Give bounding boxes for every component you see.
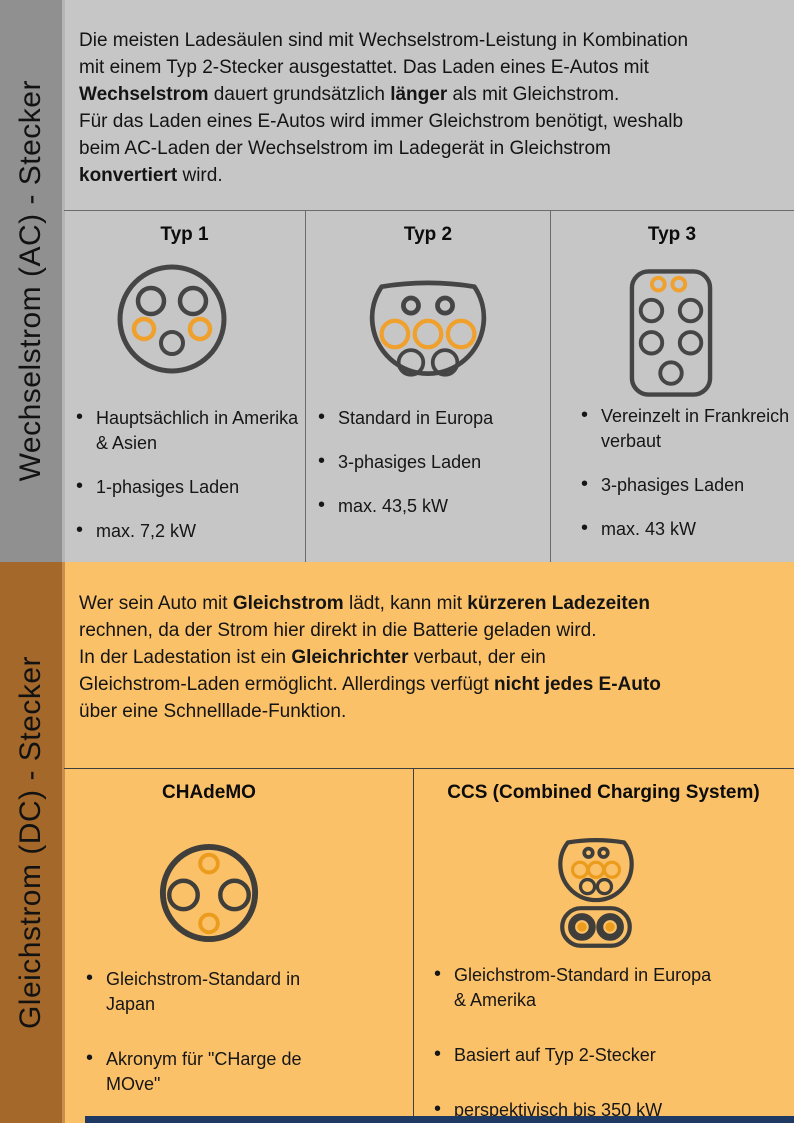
chademo-bullets: Gleichstrom-Standard in Japan Akronym für… <box>84 966 354 1123</box>
text-line: über eine Schnelllade-Funktion. <box>79 701 347 722</box>
typ1-bullets: Hauptsächlich in Amerika & Asien 1-phasig… <box>74 405 299 563</box>
bullet-item: Gleichstrom-Standard in Japan <box>84 966 354 1017</box>
bullet-item: 1-phasiges Laden <box>74 474 299 500</box>
ac-sidebar-label: Wechselstrom (AC) - Stecker <box>14 80 47 482</box>
bullet-item: Gleichstrom-Standard in Europa & Amerika <box>432 962 722 1013</box>
bullet-item: Hauptsächlich in Amerika & Asien <box>74 405 299 456</box>
ac-section: Wechselstrom (AC) - Stecker Die meisten … <box>0 0 794 562</box>
ac-connector-table: Typ 1 Hauptsächlich in Amerika & Asien 1-… <box>64 210 794 563</box>
text-line: In der Ladestation ist ein Gleichrichter… <box>79 647 546 668</box>
typ2-title: Typ 2 <box>403 224 453 245</box>
bullet-item: Standard in Europa <box>316 405 546 431</box>
bullet-item: Vereinzelt in Frankreich verbaut <box>579 403 794 454</box>
typ2-connector-icon <box>369 280 487 377</box>
bullet-item: perspektivisch bis 350 kW <box>432 1097 722 1123</box>
text-line: beim AC-Laden der Wechselstrom im Ladege… <box>79 138 611 159</box>
dc-sidebar: Gleichstrom (DC) - Stecker <box>0 562 65 1123</box>
text-line: Für das Laden eines E-Autos wird immer G… <box>79 111 684 132</box>
chademo-connector-icon <box>159 843 259 943</box>
chademo-column: CHAdeMO Gleichstrom-Standard in Japan Akr… <box>64 769 413 1123</box>
dc-intro-text: Wer sein Auto mit Gleichstrom lädt, kann… <box>79 590 787 725</box>
ccs-bullets: Gleichstrom-Standard in Europa & Amerika… <box>432 962 722 1123</box>
typ1-title: Typ 1 <box>160 224 209 245</box>
text-line: konvertiert wird. <box>79 165 223 186</box>
ac-intro-text: Die meisten Ladesäulen sind mit Wechsels… <box>79 27 787 189</box>
bullet-item: Akronym für "CHarge de MOve" <box>84 1046 354 1097</box>
bullet-item: max. 43 kW <box>579 516 794 542</box>
dc-sidebar-label: Gleichstrom (DC) - Stecker <box>14 655 47 1030</box>
typ3-title: Typ 3 <box>647 224 697 245</box>
footer-accent-bar <box>85 1116 794 1123</box>
typ3-column: Typ 3 Vereinzelt in Frankreich verbaut 3-… <box>550 211 793 563</box>
text-line: rechnen, da der Strom hier direkt in die… <box>79 620 597 641</box>
bullet-item: Basiert auf Typ 2-Stecker <box>432 1042 722 1068</box>
bullet-item: 3-phasiges Laden <box>316 449 546 475</box>
bullet-item: max. 7,2 kW <box>74 518 299 544</box>
typ2-column: Typ 2 Standard in Europa 3-phasiges Laden… <box>305 211 550 563</box>
dc-connector-table: CHAdeMO Gleichstrom-Standard in Japan Akr… <box>64 768 794 1123</box>
typ3-connector-icon <box>629 269 713 397</box>
typ2-bullets: Standard in Europa 3-phasiges Laden max. 4… <box>316 405 546 538</box>
text-line: Die meisten Ladesäulen sind mit Wechsels… <box>79 30 689 51</box>
typ3-bullets: Vereinzelt in Frankreich verbaut 3-phasig… <box>579 403 794 561</box>
ac-sidebar: Wechselstrom (AC) - Stecker <box>0 0 65 562</box>
dc-section: Gleichstrom (DC) - Stecker Wer sein Auto… <box>0 562 794 1123</box>
text-line: Wechselstrom dauert grundsätzlich länger… <box>79 84 620 105</box>
text-line: mit einem Typ 2-Stecker ausgestattet. Da… <box>79 57 649 78</box>
chademo-title: CHAdeMO <box>162 782 256 803</box>
text-line: Wer sein Auto mit Gleichstrom lädt, kann… <box>79 593 650 614</box>
typ1-column: Typ 1 Hauptsächlich in Amerika & Asien 1-… <box>64 211 305 563</box>
bullet-item: max. 43,5 kW <box>316 493 546 519</box>
text-line: Gleichstrom-Laden ermöglicht. Allerdings… <box>79 674 661 695</box>
ccs-title: CCS (Combined Charging System) <box>447 782 760 803</box>
bullet-item: 3-phasiges Laden <box>579 472 794 498</box>
ccs-column: CCS (Combined Charging System) <box>413 769 793 1123</box>
ccs-connector-icon <box>558 838 634 948</box>
typ1-connector-icon <box>117 264 227 374</box>
